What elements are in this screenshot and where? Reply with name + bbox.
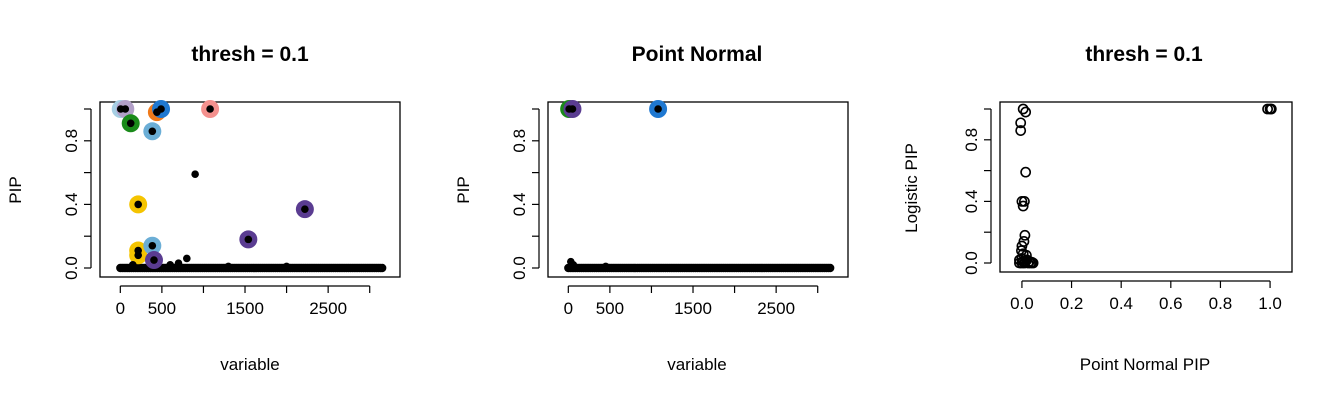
data-point xyxy=(1017,103,1029,115)
x-tick-label: 0 xyxy=(564,299,573,318)
baseline-point xyxy=(825,263,835,273)
y-tick-label: 0.4 xyxy=(62,193,81,217)
x-tick-label: 500 xyxy=(596,299,624,318)
panel-3-plot-marks xyxy=(1014,103,1277,269)
x-tick-label: 0.6 xyxy=(1159,294,1183,313)
data-point xyxy=(1020,106,1032,118)
panel-1-y-axis: 0.0 0.4 0.8 xyxy=(62,108,92,280)
panel-2-plot-marks xyxy=(560,100,835,273)
data-point xyxy=(150,256,158,264)
data-point xyxy=(1015,125,1027,136)
x-tick-label: 2500 xyxy=(757,299,795,318)
panel-2-title: Point Normal xyxy=(632,43,763,66)
data-point xyxy=(224,262,233,271)
data-point xyxy=(126,119,135,128)
data-point xyxy=(654,105,662,113)
panel-2-plot-frame xyxy=(547,101,849,278)
panel-2-y-label: PIP xyxy=(454,176,473,203)
panel-2-x-axis: 0 500 1500 2500 xyxy=(564,285,819,318)
data-point xyxy=(128,261,137,269)
x-tick-label: 2500 xyxy=(309,299,347,318)
data-point xyxy=(206,105,214,113)
panel-1-title: thresh = 0.1 xyxy=(191,43,309,66)
data-point xyxy=(1020,256,1032,267)
y-tick-label: 0.8 xyxy=(510,129,529,153)
panel-1-plot-frame xyxy=(99,101,401,278)
y-tick-label: 0.4 xyxy=(510,193,529,217)
panel-2: Point Normal 0 500 1500 2500 0.0 0.4 0.8 vari… xyxy=(454,43,849,374)
panel-1-plot-marks xyxy=(111,100,387,273)
data-point xyxy=(183,254,191,263)
x-tick-label: 0.8 xyxy=(1209,294,1233,313)
y-tick-label: 0.0 xyxy=(510,256,529,280)
x-tick-label: 1500 xyxy=(226,299,264,318)
panel-1-x-label: variable xyxy=(220,355,280,374)
panel-3-y-label: Logistic PIP xyxy=(902,143,921,233)
panel-3-plot-frame xyxy=(999,101,1293,273)
panel-1-x-axis: 0 500 1500 2500 xyxy=(116,285,371,318)
y-tick-label: 0.8 xyxy=(62,129,81,153)
data-point xyxy=(1015,117,1027,129)
data-point xyxy=(148,127,157,136)
x-tick-label: 0.4 xyxy=(1109,294,1133,313)
data-point xyxy=(134,251,142,260)
data-point xyxy=(1019,195,1030,207)
data-point xyxy=(121,105,130,113)
panel-3-x-label: Point Normal PIP xyxy=(1080,355,1210,374)
y-tick-label: 0.0 xyxy=(962,251,981,275)
data-point xyxy=(1265,103,1277,115)
panel-1-y-label: PIP xyxy=(6,176,25,203)
data-point xyxy=(191,170,199,178)
data-point xyxy=(166,261,174,269)
x-tick-label: 1.0 xyxy=(1258,294,1282,313)
data-point xyxy=(282,262,291,271)
data-point xyxy=(148,241,157,250)
x-tick-label: 0.2 xyxy=(1060,294,1084,313)
data-point xyxy=(174,259,183,268)
panel-1: thresh = 0.1 0 500 1500 2500 0.0 0.4 0.8 vari… xyxy=(6,43,401,374)
data-point xyxy=(569,261,578,269)
panel-3: thresh = 0.1 0.0 0.2 0.4 0.6 0.8 1.0 0.00.40.… xyxy=(902,43,1293,374)
data-point xyxy=(1027,257,1039,269)
y-tick-label: 0.4 xyxy=(962,190,981,214)
x-tick-label: 0 xyxy=(116,299,125,318)
panel-3-title: thresh = 0.1 xyxy=(1085,43,1203,66)
y-tick-label: 0.0 xyxy=(62,256,81,280)
data-point xyxy=(568,105,577,113)
data-point xyxy=(1016,240,1028,252)
baseline-point xyxy=(377,263,387,273)
data-point xyxy=(1019,229,1031,241)
panel-2-x-label: variable xyxy=(667,355,727,374)
y-tick-label: 0.8 xyxy=(962,128,981,152)
data-point xyxy=(134,200,142,209)
x-tick-label: 500 xyxy=(148,299,176,318)
data-point xyxy=(157,105,165,113)
data-point xyxy=(301,205,309,213)
panel-3-y-axis: 0.0 0.4 0.8 xyxy=(962,108,992,275)
data-point xyxy=(601,262,610,271)
x-tick-label: 1500 xyxy=(674,299,712,318)
data-point xyxy=(1017,200,1029,212)
data-point xyxy=(244,235,253,244)
x-tick-label: 0.0 xyxy=(1010,294,1034,313)
panel-3-x-axis: 0.0 0.2 0.4 0.6 0.8 1.0 xyxy=(1010,280,1282,313)
panel-2-y-axis: 0.0 0.4 0.8 xyxy=(510,108,540,280)
data-point xyxy=(1020,166,1032,178)
